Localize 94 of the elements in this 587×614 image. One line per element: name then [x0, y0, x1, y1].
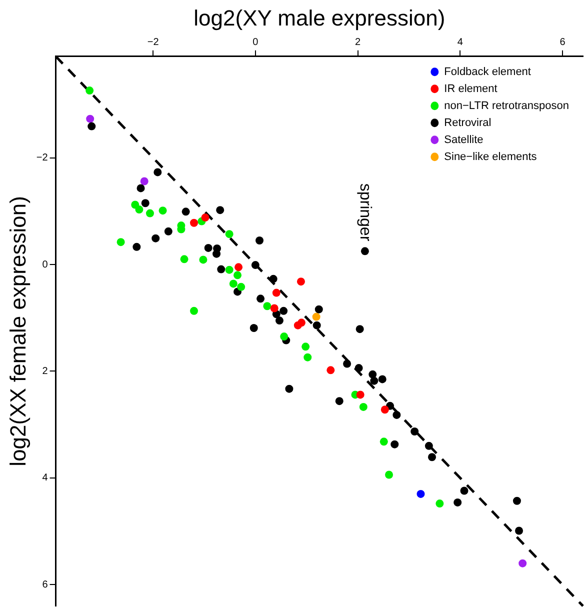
point: [436, 500, 444, 508]
legend-label: IR element: [444, 82, 498, 95]
point: [256, 294, 265, 303]
point: [390, 440, 399, 448]
point: [270, 304, 278, 312]
x-tick-label: 2: [355, 37, 362, 48]
point: [515, 526, 524, 535]
point: [164, 227, 172, 236]
y-axis-title: log2(XX female expression): [5, 196, 30, 466]
point: [190, 218, 198, 227]
point: [343, 360, 352, 368]
point: [152, 234, 160, 242]
point: [86, 114, 94, 123]
x-tick-label: 4: [457, 37, 464, 48]
point: [428, 453, 436, 462]
point: [190, 306, 198, 315]
legend-label: Foldback element: [444, 66, 531, 78]
point: [256, 236, 264, 244]
point: [326, 366, 335, 374]
point: [251, 261, 260, 270]
y-tick-label: −2: [36, 152, 48, 164]
point: [370, 376, 378, 385]
point: [204, 244, 212, 252]
point: [158, 206, 167, 215]
point: [360, 247, 369, 256]
y-tick-label: 6: [42, 579, 48, 590]
annotation: springer: [356, 183, 374, 242]
legend-label: non−LTR retrotransposon: [444, 100, 570, 112]
point: [392, 410, 401, 419]
point: [356, 325, 364, 334]
point: [86, 86, 94, 95]
point: [416, 490, 425, 498]
legend-label: Satellite: [444, 134, 484, 146]
point: [380, 406, 389, 414]
point: [296, 278, 305, 286]
x-axis-title: log2(XY male expression): [194, 5, 446, 30]
point: [460, 486, 468, 495]
point: [140, 177, 148, 186]
point: [88, 122, 96, 130]
point: [135, 206, 144, 214]
point: [302, 342, 310, 351]
legend-label: Retroviral: [444, 116, 492, 129]
point: [234, 263, 243, 272]
point: [280, 306, 288, 315]
point: [199, 256, 208, 264]
point: [182, 208, 190, 216]
point: [304, 353, 312, 362]
point: [216, 206, 224, 214]
point: [141, 199, 150, 208]
y-tick-label: 2: [42, 366, 48, 377]
point: [518, 559, 527, 568]
point: [212, 250, 221, 258]
point: [250, 324, 258, 332]
point: [285, 384, 294, 393]
point: [335, 397, 344, 406]
point: [272, 288, 280, 297]
point: [225, 230, 234, 238]
point: [234, 271, 242, 280]
point: [359, 402, 368, 411]
point: [297, 318, 306, 327]
point: [410, 428, 419, 436]
point: [201, 214, 210, 222]
point: [368, 370, 377, 378]
point: [136, 184, 145, 192]
point: [237, 282, 246, 291]
point: [314, 305, 323, 314]
point: [380, 438, 388, 446]
point: [116, 238, 125, 246]
point: [229, 280, 238, 288]
y-tick-label: 4: [42, 472, 48, 484]
point: [512, 496, 521, 505]
point: [263, 302, 272, 310]
point: [180, 255, 188, 264]
legend-label: Sine−like elements: [444, 150, 538, 163]
point: [354, 364, 363, 372]
point: [146, 209, 154, 218]
point: [356, 390, 364, 399]
x-tick-label: 6: [560, 37, 566, 48]
point: [275, 316, 284, 325]
point: [280, 332, 288, 341]
point: [312, 321, 321, 330]
point: [454, 498, 462, 506]
point: [424, 442, 433, 450]
point: [312, 312, 320, 321]
point: [225, 266, 234, 274]
point: [385, 470, 394, 479]
x-tick-label: −2: [147, 37, 160, 48]
point: [269, 274, 278, 283]
y-tick-label: 0: [42, 259, 48, 270]
point: [378, 375, 386, 384]
point: [217, 265, 226, 274]
x-tick-label: 0: [252, 37, 259, 48]
point: [132, 242, 141, 251]
point: [154, 168, 162, 176]
